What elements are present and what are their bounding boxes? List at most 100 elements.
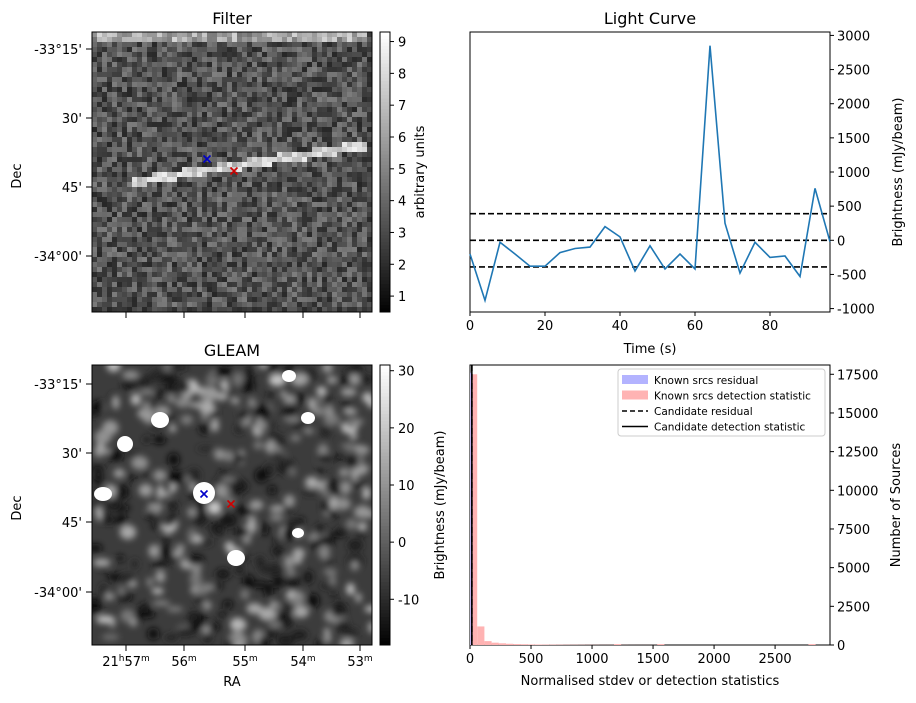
filter-pixel (317, 62, 322, 67)
filter-pixel (172, 247, 177, 252)
filter-pixel (157, 107, 162, 112)
filter-pixel (107, 247, 112, 252)
filter-pixel (197, 77, 202, 82)
gleam-noise-blob (140, 389, 155, 394)
gleam-noise-blob (242, 382, 256, 389)
filter-pixel (177, 37, 182, 42)
histogram-y-tick-label: 2500 (837, 600, 870, 615)
filter-pixel (92, 52, 97, 57)
filter-y-tick-label: -33°15' (34, 43, 82, 58)
filter-pixel (292, 202, 297, 207)
filter-pixel (367, 242, 372, 247)
filter-pixel (232, 132, 237, 137)
filter-pixel (137, 292, 142, 297)
filter-pixel (102, 172, 107, 177)
filter-pixel (332, 127, 337, 132)
filter-pixel (277, 267, 282, 272)
filter-pixel (142, 172, 147, 177)
filter-pixel (232, 72, 237, 77)
filter-pixel (232, 182, 237, 187)
filter-pixel (352, 217, 357, 222)
filter-pixel (167, 112, 172, 117)
filter-pixel (327, 297, 332, 302)
filter-pixel (142, 307, 147, 312)
filter-pixel (217, 77, 222, 82)
filter-pixel (112, 67, 117, 72)
filter-pixel (172, 192, 177, 197)
filter-pixel (322, 142, 327, 147)
filter-pixel (307, 247, 312, 252)
filter-pixel (232, 217, 237, 222)
filter-pixel (292, 222, 297, 227)
filter-pixel (222, 202, 227, 207)
filter-pixel (297, 52, 302, 57)
filter-pixel (117, 247, 122, 252)
filter-pixel (197, 112, 202, 117)
histogram-bar-detection (614, 644, 621, 645)
filter-pixel (332, 277, 337, 282)
gleam-colorbar-step (380, 582, 390, 586)
filter-pixel (102, 62, 107, 67)
gleam-noise-blob (255, 468, 268, 483)
filter-pixel (212, 37, 217, 42)
filter-pixel (92, 137, 97, 142)
filter-pixel (132, 127, 137, 132)
filter-pixel (287, 292, 292, 297)
filter-colorbar-tick-label: 6 (398, 131, 406, 146)
filter-pixel (297, 177, 302, 182)
gleam-colorbar-step (380, 505, 390, 509)
filter-pixel (347, 237, 352, 242)
filter-pixel (292, 162, 297, 167)
filter-pixel (147, 217, 152, 222)
filter-pixel (367, 92, 372, 97)
filter-pixel (92, 147, 97, 152)
filter-pixel (107, 267, 112, 272)
filter-pixel (267, 92, 272, 97)
filter-pixel (352, 227, 357, 232)
filter-pixel (132, 267, 137, 272)
filter-colorbar-step (380, 295, 390, 299)
filter-pixel (302, 52, 307, 57)
filter-pixel (297, 182, 302, 187)
filter-pixel (237, 92, 242, 97)
filter-pixel (267, 252, 272, 257)
filter-pixel (202, 242, 207, 247)
filter-pixel (162, 227, 167, 232)
filter-pixel (297, 57, 302, 62)
filter-pixel (127, 222, 132, 227)
filter-pixel (347, 217, 352, 222)
filter-pixel (272, 127, 277, 132)
gleam-colorbar-step (380, 537, 390, 541)
gleam-noise-blob (267, 392, 274, 398)
filter-pixel (197, 57, 202, 62)
filter-pixel (177, 62, 182, 67)
filter-pixel (142, 112, 147, 117)
filter-pixel (217, 82, 222, 87)
filter-pixel (127, 182, 132, 187)
filter-pixel (362, 117, 367, 122)
filter-pixel (287, 287, 292, 292)
filter-pixel (317, 152, 322, 157)
filter-pixel (252, 167, 257, 172)
filter-pixel (357, 277, 362, 282)
filter-pixel (322, 307, 327, 312)
filter-pixel (357, 282, 362, 287)
filter-pixel (117, 32, 122, 37)
filter-pixel (167, 202, 172, 207)
filter-pixel (322, 37, 327, 42)
gleam-noise-blob (285, 576, 300, 587)
filter-pixel (312, 297, 317, 302)
filter-pixel (217, 167, 222, 172)
filter-pixel (277, 212, 282, 217)
filter-pixel (187, 122, 192, 127)
filter-pixel (282, 87, 287, 92)
filter-pixel (132, 227, 137, 232)
gleam-noise-blob (270, 360, 277, 374)
gleam-noise-blob (168, 471, 186, 486)
filter-pixel (367, 192, 372, 197)
filter-pixel (222, 282, 227, 287)
filter-pixel (272, 187, 277, 192)
filter-pixel (142, 147, 147, 152)
filter-pixel (312, 32, 317, 37)
